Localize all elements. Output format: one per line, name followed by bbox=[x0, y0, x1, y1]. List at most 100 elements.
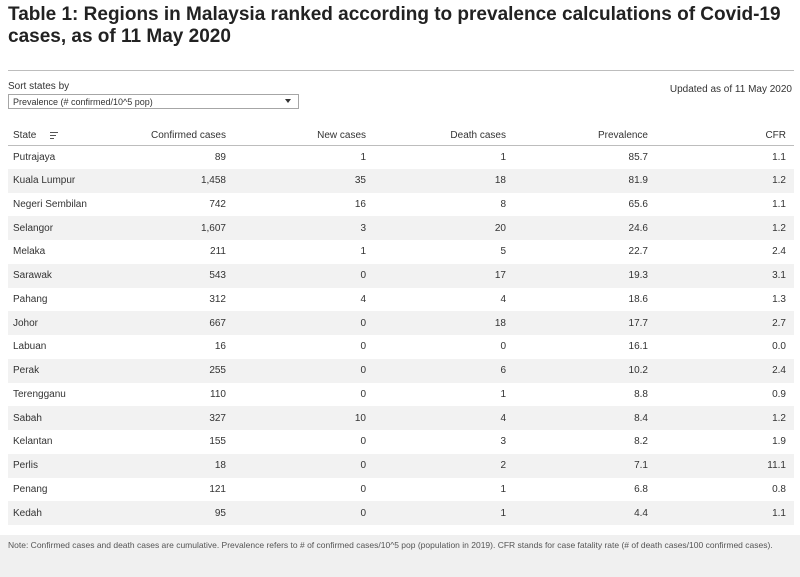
cell-cfr: 2.4 bbox=[656, 358, 794, 383]
cell-confirmed: 312 bbox=[209, 293, 226, 305]
cell-confirmed: 1,607 bbox=[134, 216, 234, 240]
cell-state: Kelantan bbox=[13, 436, 53, 448]
cell-cfr: 2.4 bbox=[772, 246, 786, 258]
cell-death-cases: 3 bbox=[500, 436, 506, 448]
column-header-deaths[interactable]: Death cases bbox=[374, 126, 514, 146]
table-row: Sarawak 543 0 17 19.3 3.1 bbox=[8, 263, 794, 288]
cell-new-cases: 1 bbox=[360, 246, 366, 258]
cell-state: Sarawak bbox=[8, 263, 134, 288]
table-row: Putrajaya 89 1 1 85.7 1.1 bbox=[8, 145, 794, 169]
cell-state: Terengganu bbox=[13, 388, 66, 400]
cell-cfr: 2.7 bbox=[656, 311, 794, 335]
footnote: Note: Confirmed cases and death cases ar… bbox=[0, 535, 800, 577]
cell-state: Penang bbox=[13, 483, 48, 495]
cell-confirmed: 1,458 bbox=[134, 168, 234, 193]
cell-prevalence: 7.1 bbox=[514, 453, 656, 478]
cell-prevalence: 8.2 bbox=[634, 436, 648, 448]
cell-death-cases: 1 bbox=[374, 501, 514, 525]
cell-state: Johor bbox=[8, 311, 134, 335]
table-row: Johor 667 0 18 17.7 2.7 bbox=[8, 311, 794, 335]
title-divider bbox=[8, 70, 794, 71]
sort-icon[interactable] bbox=[50, 131, 59, 139]
cell-death-cases: 2 bbox=[374, 453, 514, 478]
sort-label: Sort states by bbox=[8, 81, 70, 92]
cell-death-cases: 1 bbox=[500, 483, 506, 495]
table-row: Pahang 312 4 4 18.6 1.3 bbox=[8, 288, 794, 312]
column-header-prevalence[interactable]: Prevalence bbox=[514, 126, 656, 146]
cell-death-cases: 20 bbox=[374, 216, 514, 240]
updated-timestamp: Updated as of 11 May 2020 bbox=[669, 84, 792, 95]
cell-confirmed: 543 bbox=[134, 263, 234, 288]
cell-new-cases: 35 bbox=[234, 168, 374, 193]
column-header-new[interactable]: New cases bbox=[234, 126, 374, 146]
column-header-label: State bbox=[13, 129, 37, 141]
column-header-cfr[interactable]: CFR bbox=[656, 126, 794, 146]
cell-confirmed: 95 bbox=[134, 501, 234, 525]
table-row: Sabah 327 10 4 8.4 1.2 bbox=[8, 406, 794, 430]
column-header-confirmed[interactable]: Confirmed cases bbox=[134, 126, 234, 146]
cell-confirmed: 110 bbox=[210, 388, 226, 400]
cell-new-cases: 4 bbox=[360, 293, 366, 305]
cell-death-cases: 8 bbox=[500, 198, 506, 210]
cell-confirmed: 255 bbox=[134, 358, 234, 383]
cell-prevalence: 85.7 bbox=[628, 151, 648, 163]
cell-death-cases: 1 bbox=[500, 388, 506, 400]
cell-prevalence: 24.6 bbox=[514, 216, 656, 240]
cell-state: Labuan bbox=[13, 341, 47, 353]
cell-state: Selangor bbox=[8, 216, 134, 240]
table-row: Kuala Lumpur 1,458 35 18 81.9 1.2 bbox=[8, 168, 794, 193]
cell-new-cases: 10 bbox=[234, 406, 374, 430]
cell-cfr: 1.9 bbox=[772, 436, 786, 448]
cell-prevalence: 65.6 bbox=[628, 198, 648, 210]
cell-prevalence: 81.9 bbox=[514, 168, 656, 193]
cell-cfr: 0.0 bbox=[772, 341, 786, 353]
table-row: Selangor 1,607 3 20 24.6 1.2 bbox=[8, 216, 794, 240]
cell-prevalence: 19.3 bbox=[514, 263, 656, 288]
cell-prevalence: 8.8 bbox=[634, 388, 648, 400]
cell-confirmed: 211 bbox=[210, 246, 226, 258]
cell-death-cases: 4 bbox=[500, 293, 506, 305]
cell-prevalence: 8.4 bbox=[514, 406, 656, 430]
cell-death-cases: 6 bbox=[374, 358, 514, 383]
cell-death-cases: 0 bbox=[500, 341, 506, 353]
cell-prevalence: 18.6 bbox=[628, 293, 648, 305]
column-header-state[interactable]: State bbox=[8, 126, 134, 146]
cell-cfr: 11.1 bbox=[656, 453, 794, 478]
cell-new-cases: 1 bbox=[360, 151, 366, 163]
cell-new-cases: 3 bbox=[234, 216, 374, 240]
cell-new-cases: 0 bbox=[234, 501, 374, 525]
cell-cfr: 0.9 bbox=[772, 388, 786, 400]
cell-state: Negeri Sembilan bbox=[13, 198, 87, 210]
cell-death-cases: 17 bbox=[374, 263, 514, 288]
sort-dropdown[interactable]: Prevalence (# confirmed/10^5 pop) bbox=[8, 94, 299, 109]
table-row: Kelantan 155 0 3 8.2 1.9 bbox=[8, 430, 794, 454]
table-title: Table 1: Regions in Malaysia ranked acco… bbox=[8, 4, 781, 47]
table-row: Penang 121 0 1 6.8 0.8 bbox=[8, 478, 794, 502]
cell-prevalence: 17.7 bbox=[514, 311, 656, 335]
cell-state: Pahang bbox=[13, 293, 48, 305]
cell-new-cases: 0 bbox=[360, 341, 366, 353]
cell-cfr: 0.8 bbox=[772, 483, 786, 495]
cell-new-cases: 0 bbox=[360, 483, 366, 495]
cell-death-cases: 18 bbox=[374, 311, 514, 335]
cell-new-cases: 0 bbox=[234, 453, 374, 478]
table-row: Terengganu 110 0 1 8.8 0.9 bbox=[8, 383, 794, 407]
cell-cfr: 1.1 bbox=[656, 501, 794, 525]
cell-confirmed: 327 bbox=[134, 406, 234, 430]
cell-confirmed: 742 bbox=[209, 198, 226, 210]
cell-death-cases: 5 bbox=[500, 246, 506, 258]
cell-confirmed: 121 bbox=[209, 483, 226, 495]
cell-new-cases: 16 bbox=[354, 198, 366, 210]
sort-selected-value: Prevalence (# confirmed/10^5 pop) bbox=[13, 97, 153, 107]
cell-death-cases: 4 bbox=[374, 406, 514, 430]
cell-new-cases: 0 bbox=[234, 263, 374, 288]
cell-new-cases: 0 bbox=[360, 388, 366, 400]
cell-confirmed: 89 bbox=[214, 151, 226, 163]
cell-prevalence: 16.1 bbox=[628, 341, 648, 353]
cell-state: Kuala Lumpur bbox=[8, 168, 134, 193]
cell-state: Perlis bbox=[8, 453, 134, 478]
cell-cfr: 1.2 bbox=[656, 406, 794, 430]
cell-prevalence: 22.7 bbox=[628, 246, 648, 258]
cell-cfr: 1.1 bbox=[772, 151, 786, 163]
cell-confirmed: 16 bbox=[214, 341, 226, 353]
